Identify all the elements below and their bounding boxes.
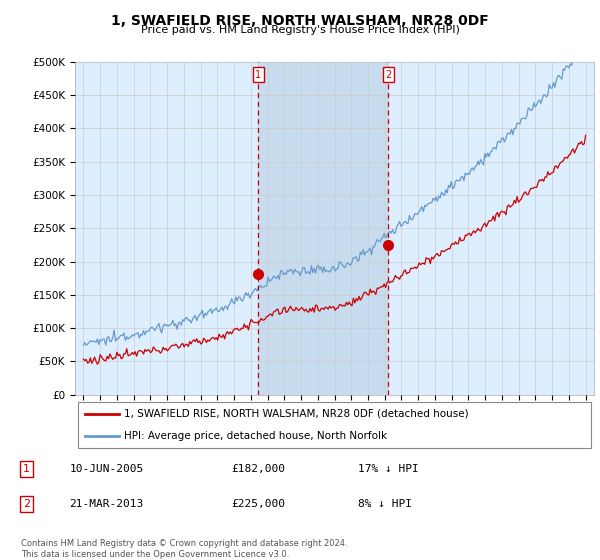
Text: 21-MAR-2013: 21-MAR-2013 (70, 499, 144, 509)
Text: 1, SWAFIELD RISE, NORTH WALSHAM, NR28 0DF: 1, SWAFIELD RISE, NORTH WALSHAM, NR28 0D… (111, 14, 489, 28)
FancyBboxPatch shape (77, 402, 592, 448)
Text: Contains HM Land Registry data © Crown copyright and database right 2024.
This d: Contains HM Land Registry data © Crown c… (21, 539, 347, 559)
Text: 17% ↓ HPI: 17% ↓ HPI (358, 464, 418, 474)
Text: 8% ↓ HPI: 8% ↓ HPI (358, 499, 412, 509)
Text: 2: 2 (385, 70, 391, 80)
Text: HPI: Average price, detached house, North Norfolk: HPI: Average price, detached house, Nort… (124, 431, 388, 441)
Text: 1: 1 (255, 70, 261, 80)
Bar (258, 62, 388, 395)
Text: £182,000: £182,000 (231, 464, 285, 474)
Text: £225,000: £225,000 (231, 499, 285, 509)
Text: 2: 2 (23, 499, 30, 509)
Text: 1, SWAFIELD RISE, NORTH WALSHAM, NR28 0DF (detached house): 1, SWAFIELD RISE, NORTH WALSHAM, NR28 0D… (124, 409, 469, 419)
Text: 10-JUN-2005: 10-JUN-2005 (70, 464, 144, 474)
Text: Price paid vs. HM Land Registry's House Price Index (HPI): Price paid vs. HM Land Registry's House … (140, 25, 460, 35)
Text: 1: 1 (23, 464, 30, 474)
